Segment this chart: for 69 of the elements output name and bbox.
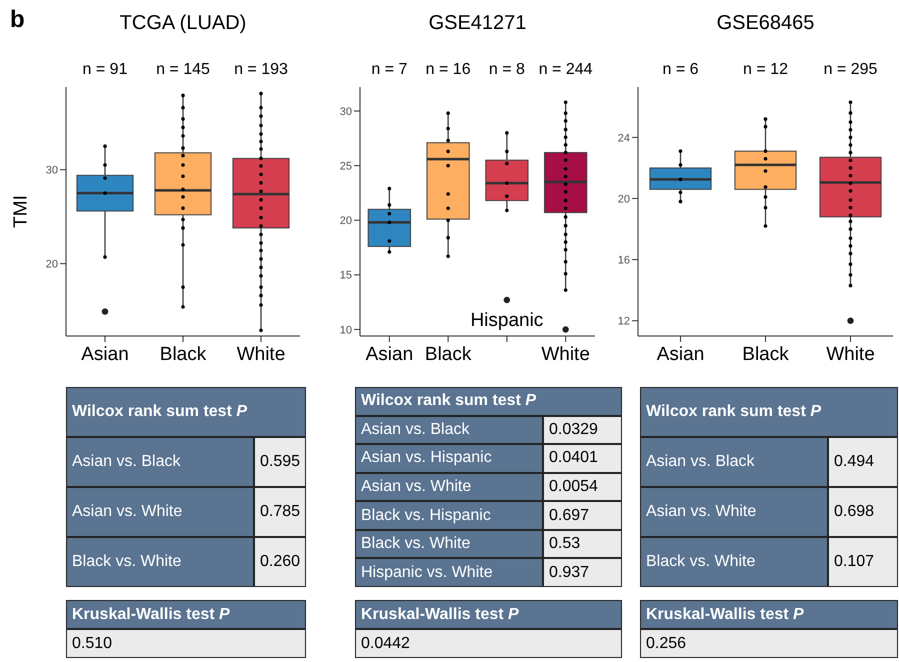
category-label: Asian vs. White (640, 487, 828, 537)
text: 0.53 (549, 535, 580, 552)
text: n = 16 (424, 61, 472, 79)
text: n = 91 (82, 61, 128, 79)
x-tick-label: Asian (81, 344, 129, 365)
category-label: Asian vs. White (355, 472, 543, 502)
text: n = 12 (742, 61, 789, 79)
y-tick-label: 30 (340, 106, 352, 118)
chart-title: GSE68465 (716, 12, 816, 35)
y-tick-label: 10 (340, 324, 352, 336)
text: Wilcox rank sum test P (361, 392, 536, 410)
x-tick-label: Black (424, 344, 472, 365)
x-tick-label: Asian (656, 344, 704, 365)
x-tick-label: White (236, 344, 286, 365)
category-label: Asian vs. Hispanic (355, 444, 543, 473)
text: Kruskal-Wallis test P (646, 606, 804, 624)
text: n = 193 (233, 61, 289, 79)
x-tick-label: Black (160, 344, 207, 365)
text: 0.510 (66, 629, 306, 658)
category-label: Asian vs. Black (355, 416, 543, 444)
category-label: Black vs. White (355, 530, 543, 558)
text: Wilcox rank sum test P (646, 403, 822, 421)
y-tick-label: 12 (618, 316, 630, 328)
category-label: Black vs. White (66, 537, 254, 587)
text: 0.256 (640, 629, 898, 658)
chart-title: TCGA (LUAD) (118, 12, 248, 35)
text: n = 6 (661, 61, 700, 79)
text: 0.0442 (355, 629, 622, 658)
category-label: Hispanic vs. White (355, 558, 543, 587)
y-axis-title: TMI (10, 195, 32, 228)
text: 0.0054 (549, 478, 598, 495)
text: Kruskal-Wallis test P (361, 606, 519, 624)
y-tick-label: 20 (46, 258, 58, 271)
text: n = 244 (538, 61, 594, 79)
text: 0.937 (549, 564, 590, 581)
text: Wilcox rank sum test P (72, 403, 248, 421)
x-tick-label: Black (742, 344, 790, 365)
text: 0.260 (260, 553, 300, 570)
text: n = 8 (488, 61, 525, 78)
y-tick-label: 15 (340, 270, 352, 282)
x-tick-label: White (541, 344, 590, 365)
text: b (10, 6, 25, 34)
x-tick-label: White (826, 344, 875, 365)
y-tick-label: 20 (618, 193, 630, 206)
chart-title: GSE41271 (428, 12, 528, 35)
y-tick-label: 30 (46, 164, 58, 177)
y-tick-label: 16 (618, 254, 630, 267)
category-label: Black vs. White (640, 537, 828, 587)
y-tick-label: 20 (340, 215, 352, 228)
y-tick-label: 25 (340, 160, 352, 173)
text: 0.0401 (549, 449, 598, 466)
text: n = 295 (822, 61, 878, 79)
category-label: Asian vs. Black (66, 437, 254, 487)
text: 0.494 (834, 453, 874, 470)
text: 0.595 (260, 453, 300, 470)
text: n = 145 (155, 61, 211, 79)
text: 0.107 (834, 553, 874, 570)
text: n = 7 (371, 61, 408, 78)
text: Kruskal-Wallis test P (72, 606, 230, 624)
text: 0.698 (834, 503, 874, 520)
category-label: Black vs. Hispanic (355, 501, 543, 530)
x-tick-label: Hispanic (470, 310, 544, 331)
category-label: Asian vs. Black (640, 437, 828, 487)
text: 0.0329 (549, 420, 598, 438)
category-label: Asian vs. White (66, 487, 254, 537)
x-tick-label: Asian (366, 344, 414, 365)
text: 0.785 (260, 503, 300, 520)
y-tick-label: 24 (618, 132, 630, 144)
text: 0.697 (549, 506, 590, 524)
